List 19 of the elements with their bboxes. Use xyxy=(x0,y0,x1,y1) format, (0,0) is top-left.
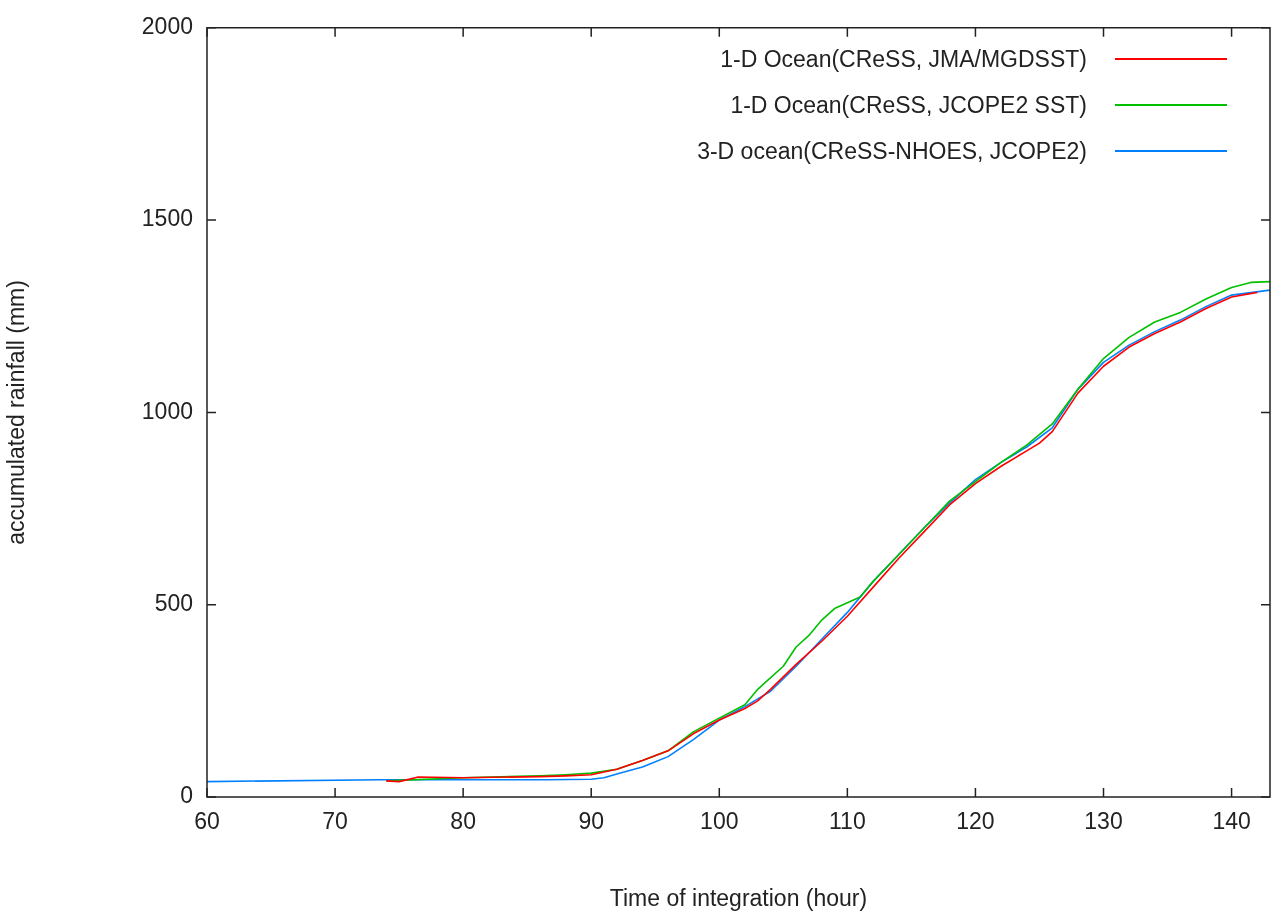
x-tick-label: 100 xyxy=(700,808,739,835)
x-tick-label: 80 xyxy=(450,808,476,835)
x-tick-label: 70 xyxy=(322,808,348,835)
legend-label: 1-D Ocean(CReSS, JMA/MGDSST) xyxy=(720,45,1087,73)
legend-label: 3-D ocean(CReSS-NHOES, JCOPE2) xyxy=(697,137,1087,165)
x-tick-label: 140 xyxy=(1212,808,1251,835)
y-tick-label: 0 xyxy=(180,782,193,809)
y-tick-label: 500 xyxy=(154,590,193,617)
x-tick-label: 90 xyxy=(578,808,605,835)
x-axis-title: Time of integration (hour) xyxy=(609,884,868,911)
y-tick-label: 1500 xyxy=(141,205,193,232)
x-tick-label: 130 xyxy=(1084,808,1123,835)
x-tick-label: 110 xyxy=(829,808,866,835)
legend-label: 1-D Ocean(CReSS, JCOPE2 SST) xyxy=(730,91,1087,119)
y-tick-label: 2000 xyxy=(141,13,193,40)
y-axis-title: accumulated rainfall (mm) xyxy=(3,280,30,545)
x-tick-label: 120 xyxy=(956,808,995,835)
x-tick-label: 60 xyxy=(194,808,220,835)
y-tick-label: 1000 xyxy=(141,397,193,424)
